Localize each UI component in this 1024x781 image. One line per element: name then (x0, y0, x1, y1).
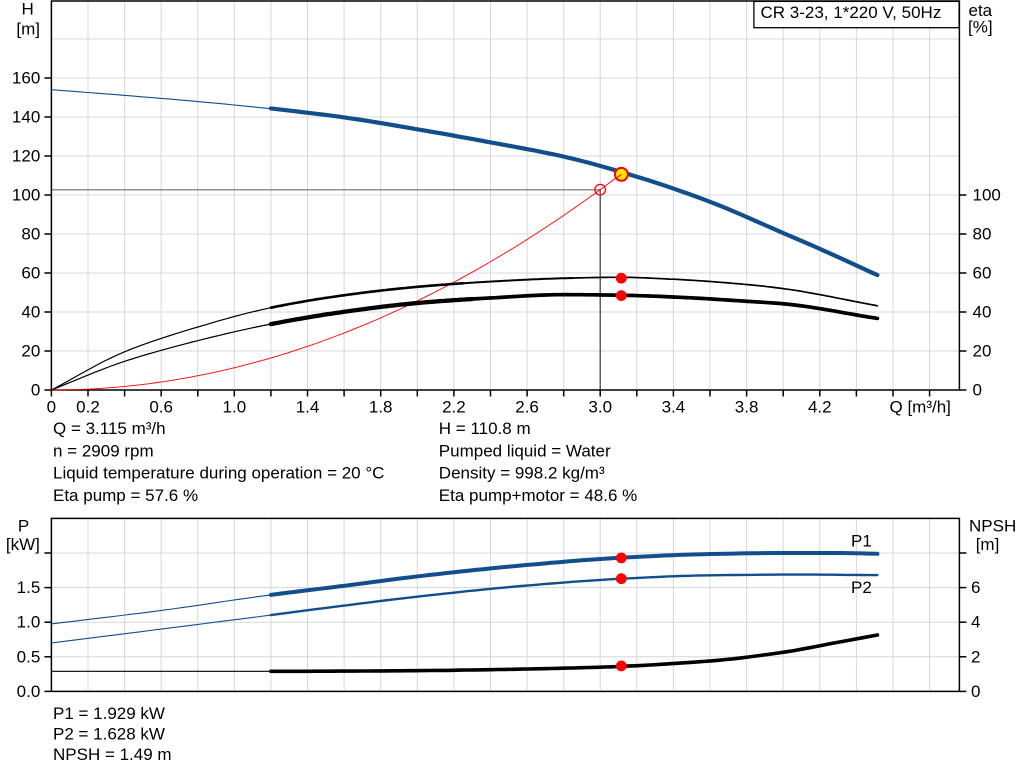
svg-text:1.5: 1.5 (17, 578, 41, 597)
svg-text:P: P (18, 517, 29, 536)
svg-text:0.5: 0.5 (17, 647, 41, 666)
svg-text:Density = 998.2 kg/m³: Density = 998.2 kg/m³ (439, 464, 605, 483)
svg-text:3.8: 3.8 (735, 398, 759, 417)
svg-text:0.2: 0.2 (76, 398, 100, 417)
svg-text:60: 60 (973, 264, 992, 283)
svg-text:100: 100 (12, 186, 40, 205)
svg-text:Eta pump = 57.6 %: Eta pump = 57.6 % (53, 486, 198, 505)
svg-text:H = 110.8 m: H = 110.8 m (439, 419, 531, 438)
svg-text:eta: eta (969, 1, 993, 20)
svg-text:CR 3-23, 1*220 V, 50Hz: CR 3-23, 1*220 V, 50Hz (761, 3, 942, 22)
svg-text:n = 2909 rpm: n = 2909 rpm (53, 441, 154, 460)
svg-text:2.6: 2.6 (515, 398, 539, 417)
svg-text:Eta pump+motor = 48.6 %: Eta pump+motor = 48.6 % (439, 486, 637, 505)
svg-text:0.6: 0.6 (149, 398, 173, 417)
svg-text:NPSH = 1.49 m: NPSH = 1.49 m (53, 745, 172, 764)
svg-text:140: 140 (12, 108, 40, 127)
svg-text:Pumped liquid = Water: Pumped liquid = Water (439, 441, 611, 460)
svg-text:[m]: [m] (16, 20, 40, 39)
svg-text:H: H (22, 0, 34, 19)
svg-text:P2 = 1.628 kW: P2 = 1.628 kW (53, 725, 165, 744)
svg-text:0: 0 (973, 381, 982, 400)
svg-text:0.0: 0.0 (17, 682, 41, 701)
svg-text:20: 20 (21, 342, 40, 361)
svg-text:1.0: 1.0 (17, 613, 41, 632)
svg-text:2: 2 (971, 647, 980, 666)
svg-text:60: 60 (21, 264, 40, 283)
svg-text:80: 80 (21, 225, 40, 244)
svg-text:0: 0 (47, 398, 56, 417)
svg-text:4: 4 (971, 613, 980, 632)
svg-text:6: 6 (971, 578, 980, 597)
svg-text:Q [m³/h]: Q [m³/h] (890, 398, 951, 417)
svg-text:80: 80 (973, 225, 992, 244)
svg-text:40: 40 (21, 303, 40, 322)
svg-text:120: 120 (12, 147, 40, 166)
svg-text:[%]: [%] (968, 17, 993, 36)
svg-text:3.4: 3.4 (662, 398, 686, 417)
svg-text:P2: P2 (851, 578, 872, 597)
svg-text:1.8: 1.8 (369, 398, 393, 417)
svg-text:NPSH: NPSH (969, 517, 1016, 536)
svg-text:0: 0 (971, 682, 980, 701)
svg-text:P1 = 1.929 kW: P1 = 1.929 kW (53, 704, 165, 723)
svg-text:0: 0 (31, 381, 40, 400)
svg-text:2.2: 2.2 (442, 398, 466, 417)
svg-text:Q = 3.115 m³/h: Q = 3.115 m³/h (53, 419, 166, 438)
svg-text:1.4: 1.4 (296, 398, 320, 417)
svg-text:3.0: 3.0 (588, 398, 612, 417)
svg-text:100: 100 (973, 186, 1001, 205)
svg-text:[m]: [m] (976, 535, 1000, 554)
svg-text:Liquid temperature during oper: Liquid temperature during operation = 20… (53, 464, 384, 483)
svg-text:4.2: 4.2 (808, 398, 832, 417)
svg-text:P1: P1 (851, 532, 872, 551)
svg-text:40: 40 (973, 303, 992, 322)
svg-text:20: 20 (973, 342, 992, 361)
svg-text:1.0: 1.0 (223, 398, 247, 417)
svg-text:[kW]: [kW] (6, 535, 40, 554)
svg-text:160: 160 (12, 69, 40, 88)
